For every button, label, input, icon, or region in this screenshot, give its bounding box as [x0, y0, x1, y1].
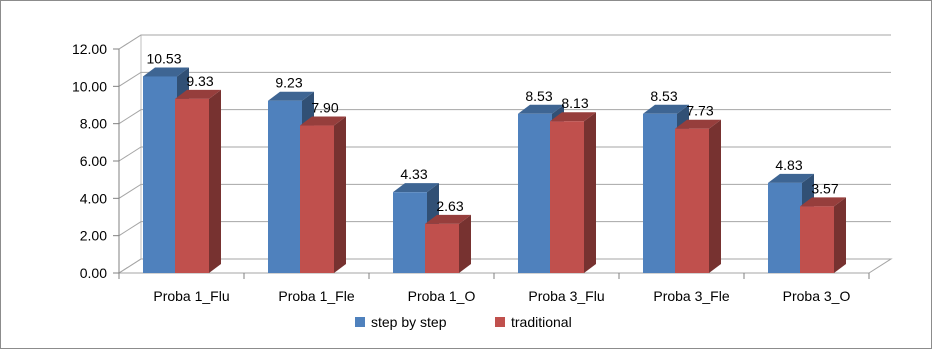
- x-tick-label: Proba 3_O: [783, 288, 851, 304]
- y-tick-label: 12.00: [72, 41, 107, 57]
- bars: [143, 67, 846, 274]
- bar-top-traditional: [175, 89, 221, 99]
- legend: step by step traditional: [355, 314, 572, 330]
- legend-swatch: [355, 317, 365, 327]
- bar-step-by-step: [768, 182, 802, 273]
- bar-top-traditional: [550, 112, 596, 122]
- x-tick-label: Proba 1_O: [408, 288, 476, 304]
- bar-step-by-step: [268, 100, 302, 273]
- bar-traditional: [800, 206, 834, 273]
- data-label: 4.83: [775, 157, 802, 173]
- bar-side-traditional: [834, 197, 846, 273]
- data-label: 9.33: [186, 73, 213, 89]
- x-tick-label: Proba 1_Flu: [153, 288, 229, 304]
- x-tick-label: Proba 3_Fle: [653, 288, 729, 304]
- bar-top-step-by-step: [143, 67, 189, 77]
- bar-traditional: [175, 98, 209, 273]
- data-label: 2.63: [436, 198, 463, 214]
- y-tick-label: 8.00: [80, 116, 107, 132]
- bar-side-traditional: [584, 112, 596, 274]
- data-label: 7.90: [311, 100, 338, 116]
- legend-label: traditional: [511, 314, 572, 330]
- gridline: [118, 109, 891, 125]
- x-tick-label: Proba 1_Fle: [278, 288, 354, 304]
- bar-step-by-step: [643, 113, 677, 273]
- y-tick-label: 10.00: [72, 78, 107, 94]
- bar-side-traditional: [209, 89, 221, 273]
- bar-top-traditional: [300, 116, 346, 126]
- gridline: [118, 221, 891, 237]
- bar-traditional: [550, 121, 584, 274]
- bar-top-step-by-step: [393, 183, 439, 193]
- bar-top-traditional: [675, 119, 721, 129]
- data-label: 8.53: [650, 88, 677, 104]
- bar-top-step-by-step: [768, 173, 814, 183]
- x-axis: Proba 1_Flu Proba 1_Fle Proba 1_O Proba 3_F…: [118, 273, 870, 304]
- bar-step-by-step: [518, 113, 552, 273]
- y-tick-label: 4.00: [80, 190, 107, 206]
- data-label: 8.13: [561, 95, 588, 111]
- data-label: 8.53: [525, 88, 552, 104]
- legend-label: step by step: [371, 314, 447, 330]
- data-label: 10.53: [146, 50, 181, 66]
- data-label: 7.73: [686, 103, 713, 119]
- bar-step-by-step: [393, 192, 427, 273]
- bar-top-traditional: [425, 214, 471, 224]
- bar-top-step-by-step: [518, 104, 564, 114]
- bar-side-traditional: [709, 119, 721, 273]
- back-wall-top: [118, 34, 891, 50]
- data-label: 9.23: [275, 75, 302, 91]
- gridlines: [118, 34, 891, 274]
- x-tick-label: Proba 3_Flu: [528, 288, 604, 304]
- y-tick-label: 2.00: [80, 228, 107, 244]
- bar-traditional: [300, 125, 334, 274]
- gridline: [118, 146, 891, 162]
- data-labels: 10.53 9.33 9.23 7.90 4.33 2.63 8.53 8.13 8.53 7.7…: [146, 50, 838, 213]
- gridline: [118, 34, 891, 50]
- gridline: [118, 258, 891, 274]
- bar-step-by-step: [143, 76, 177, 273]
- y-tick-label: 6.00: [80, 153, 107, 169]
- legend-swatch: [495, 317, 505, 327]
- bar-side-traditional: [459, 214, 471, 273]
- bar-traditional: [425, 223, 459, 273]
- gridline: [118, 71, 891, 87]
- bar-top-traditional: [800, 197, 846, 207]
- y-axis: 0.00 2.00 4.00 6.00 8.00 10.00 12.00: [72, 41, 120, 281]
- bar-traditional: [675, 128, 709, 273]
- data-label: 4.33: [400, 166, 427, 182]
- bar-side-traditional: [334, 116, 346, 274]
- bar-top-step-by-step: [643, 104, 689, 114]
- bar-top-step-by-step: [268, 91, 314, 101]
- gridline: [118, 183, 891, 199]
- y-tick-label: 0.00: [80, 265, 107, 281]
- data-label: 3.57: [811, 180, 838, 196]
